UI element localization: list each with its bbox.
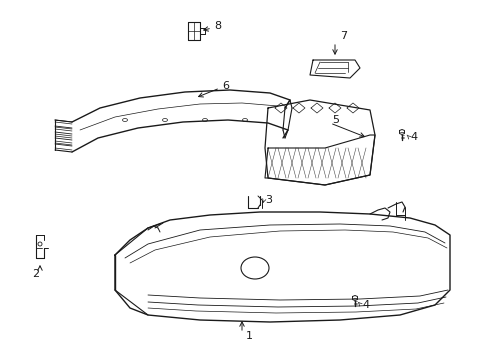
- Text: 4: 4: [361, 300, 368, 310]
- Text: 3: 3: [264, 195, 271, 205]
- Text: 7: 7: [339, 31, 346, 41]
- Text: 2: 2: [32, 269, 39, 279]
- Text: 8: 8: [214, 21, 221, 31]
- Text: 6: 6: [222, 81, 228, 91]
- Text: 4: 4: [409, 132, 416, 142]
- Text: 5: 5: [331, 115, 338, 125]
- Text: 1: 1: [245, 331, 252, 341]
